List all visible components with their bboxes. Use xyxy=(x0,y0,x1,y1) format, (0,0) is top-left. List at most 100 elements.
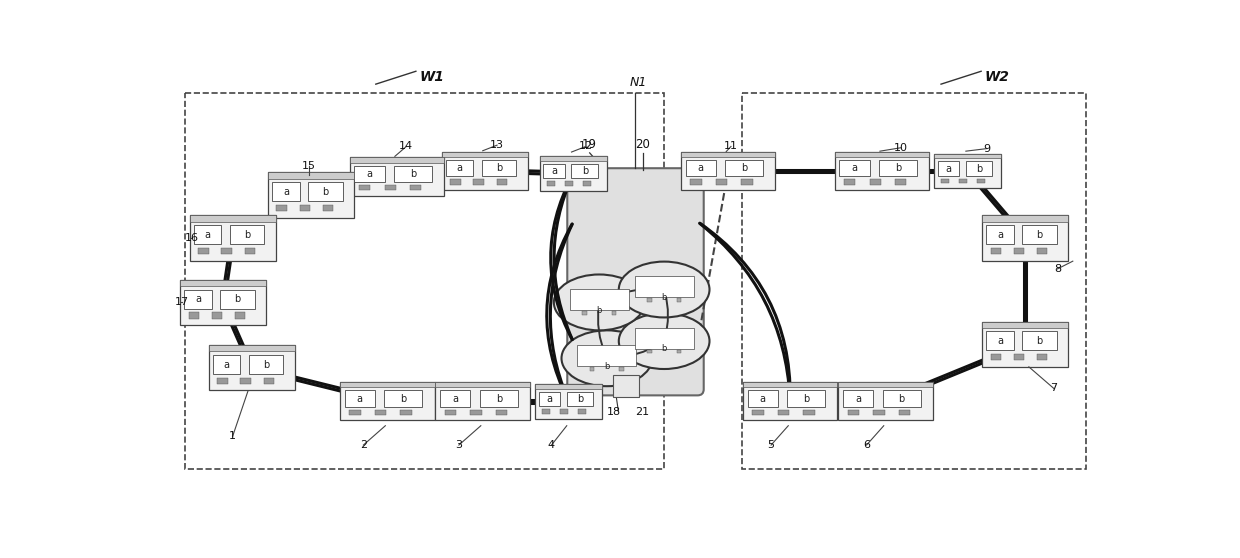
FancyBboxPatch shape xyxy=(743,382,837,387)
Text: 6: 6 xyxy=(863,440,870,450)
Ellipse shape xyxy=(554,275,645,330)
Text: b: b xyxy=(322,187,329,197)
FancyArrowPatch shape xyxy=(551,176,572,339)
FancyArrowPatch shape xyxy=(699,223,790,398)
FancyBboxPatch shape xyxy=(480,391,518,407)
FancyBboxPatch shape xyxy=(635,328,693,349)
FancyBboxPatch shape xyxy=(536,384,603,418)
FancyBboxPatch shape xyxy=(991,354,1001,360)
FancyBboxPatch shape xyxy=(244,248,255,254)
FancyBboxPatch shape xyxy=(567,168,704,396)
Text: 3: 3 xyxy=(455,440,463,450)
FancyBboxPatch shape xyxy=(1037,248,1048,254)
FancyBboxPatch shape xyxy=(742,179,753,185)
FancyBboxPatch shape xyxy=(268,172,353,218)
FancyBboxPatch shape xyxy=(300,205,310,211)
Ellipse shape xyxy=(619,313,709,369)
FancyBboxPatch shape xyxy=(264,378,274,384)
Text: b: b xyxy=(582,166,588,176)
FancyBboxPatch shape xyxy=(185,290,212,309)
Text: a: a xyxy=(698,163,704,173)
FancyBboxPatch shape xyxy=(753,410,764,415)
FancyBboxPatch shape xyxy=(198,248,208,254)
FancyBboxPatch shape xyxy=(982,321,1068,328)
FancyBboxPatch shape xyxy=(1014,354,1024,360)
Text: b: b xyxy=(976,163,982,174)
FancyBboxPatch shape xyxy=(401,410,412,415)
FancyBboxPatch shape xyxy=(991,248,1001,254)
FancyBboxPatch shape xyxy=(394,166,432,182)
FancyBboxPatch shape xyxy=(217,378,228,384)
Text: 15: 15 xyxy=(303,161,316,171)
Text: b: b xyxy=(409,169,415,179)
FancyBboxPatch shape xyxy=(208,345,295,390)
Text: a: a xyxy=(195,294,201,304)
FancyBboxPatch shape xyxy=(879,160,916,176)
FancyBboxPatch shape xyxy=(941,179,949,184)
FancyBboxPatch shape xyxy=(986,225,1014,244)
Text: b: b xyxy=(742,163,748,173)
FancyBboxPatch shape xyxy=(470,410,482,415)
FancyBboxPatch shape xyxy=(873,410,884,415)
Text: b: b xyxy=(596,306,601,315)
Text: b: b xyxy=(577,394,583,404)
FancyBboxPatch shape xyxy=(374,410,387,415)
FancyBboxPatch shape xyxy=(536,384,603,389)
FancyBboxPatch shape xyxy=(180,280,267,325)
FancyBboxPatch shape xyxy=(441,152,527,190)
Text: b: b xyxy=(244,230,250,240)
FancyBboxPatch shape xyxy=(208,345,295,352)
FancyBboxPatch shape xyxy=(355,166,384,182)
FancyBboxPatch shape xyxy=(804,410,815,415)
FancyBboxPatch shape xyxy=(986,331,1014,350)
Text: 20: 20 xyxy=(635,138,650,151)
FancyBboxPatch shape xyxy=(241,378,250,384)
FancyBboxPatch shape xyxy=(221,290,255,309)
FancyBboxPatch shape xyxy=(222,248,232,254)
FancyBboxPatch shape xyxy=(611,311,616,315)
FancyBboxPatch shape xyxy=(567,392,594,406)
FancyBboxPatch shape xyxy=(350,157,444,196)
FancyBboxPatch shape xyxy=(935,153,1001,188)
FancyBboxPatch shape xyxy=(543,164,564,179)
FancyBboxPatch shape xyxy=(547,181,554,186)
FancyBboxPatch shape xyxy=(681,152,775,190)
Text: b: b xyxy=(804,393,810,403)
Text: b: b xyxy=(895,163,901,173)
FancyBboxPatch shape xyxy=(966,161,992,176)
Text: b: b xyxy=(1037,336,1043,346)
FancyBboxPatch shape xyxy=(560,409,568,413)
Text: a: a xyxy=(997,230,1003,240)
FancyBboxPatch shape xyxy=(1023,331,1056,350)
FancyBboxPatch shape xyxy=(384,391,423,407)
Text: 2: 2 xyxy=(360,440,367,450)
FancyBboxPatch shape xyxy=(590,367,594,371)
Text: 21: 21 xyxy=(635,407,650,417)
FancyBboxPatch shape xyxy=(838,382,932,387)
FancyBboxPatch shape xyxy=(582,311,587,315)
FancyBboxPatch shape xyxy=(647,350,652,353)
Text: W2: W2 xyxy=(985,70,1009,84)
Text: 10: 10 xyxy=(894,143,908,153)
FancyBboxPatch shape xyxy=(446,160,474,176)
Text: b: b xyxy=(604,362,610,371)
FancyBboxPatch shape xyxy=(743,382,837,420)
Ellipse shape xyxy=(562,330,652,386)
FancyBboxPatch shape xyxy=(541,156,606,161)
Text: b: b xyxy=(496,163,502,173)
FancyBboxPatch shape xyxy=(229,225,264,244)
Text: a: a xyxy=(456,163,463,173)
FancyBboxPatch shape xyxy=(977,179,985,184)
FancyBboxPatch shape xyxy=(497,179,507,185)
FancyBboxPatch shape xyxy=(482,160,516,176)
FancyBboxPatch shape xyxy=(538,392,560,406)
FancyBboxPatch shape xyxy=(360,185,371,190)
FancyBboxPatch shape xyxy=(677,298,681,302)
FancyBboxPatch shape xyxy=(959,179,967,184)
Text: 11: 11 xyxy=(724,141,738,151)
FancyBboxPatch shape xyxy=(350,157,444,163)
FancyBboxPatch shape xyxy=(569,289,629,310)
FancyBboxPatch shape xyxy=(188,312,198,319)
FancyArrowPatch shape xyxy=(665,292,668,338)
Text: b: b xyxy=(899,393,905,403)
